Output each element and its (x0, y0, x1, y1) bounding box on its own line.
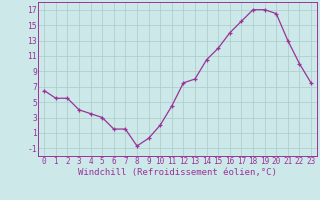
X-axis label: Windchill (Refroidissement éolien,°C): Windchill (Refroidissement éolien,°C) (78, 168, 277, 177)
